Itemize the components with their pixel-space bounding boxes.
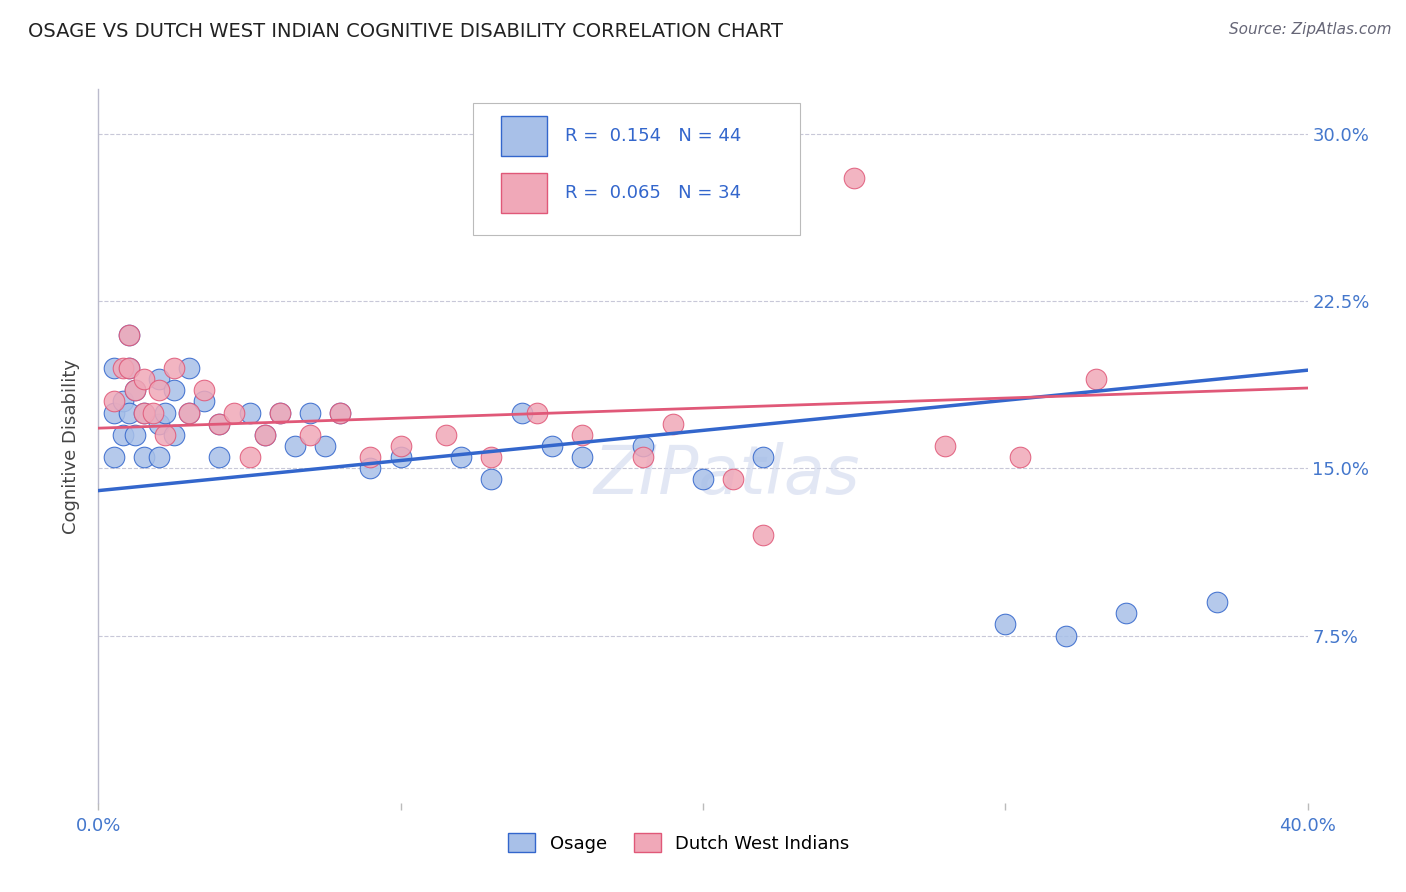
Point bbox=[163, 384, 186, 398]
Point bbox=[631, 450, 654, 464]
Point bbox=[103, 394, 125, 409]
Point bbox=[434, 427, 457, 442]
Point bbox=[153, 405, 176, 419]
Point bbox=[571, 450, 593, 464]
Point bbox=[389, 450, 412, 464]
Point bbox=[389, 439, 412, 453]
FancyBboxPatch shape bbox=[474, 103, 800, 235]
Point bbox=[111, 394, 134, 409]
Point bbox=[934, 439, 956, 453]
Point bbox=[1206, 595, 1229, 609]
Point bbox=[103, 405, 125, 419]
Point bbox=[481, 473, 503, 487]
Point bbox=[118, 327, 141, 342]
Point bbox=[193, 384, 215, 398]
Point bbox=[103, 360, 125, 375]
Point bbox=[124, 384, 146, 398]
Point bbox=[450, 450, 472, 464]
Point bbox=[142, 405, 165, 419]
Point bbox=[360, 450, 382, 464]
Point bbox=[723, 473, 745, 487]
Point bbox=[526, 405, 548, 419]
Point bbox=[253, 427, 276, 442]
Point bbox=[132, 450, 155, 464]
Point bbox=[299, 405, 322, 419]
Point bbox=[1115, 607, 1137, 621]
Point bbox=[179, 405, 201, 419]
Text: R =  0.065   N = 34: R = 0.065 N = 34 bbox=[565, 184, 741, 202]
Point bbox=[163, 427, 186, 442]
Point bbox=[360, 461, 382, 475]
Text: Source: ZipAtlas.com: Source: ZipAtlas.com bbox=[1229, 22, 1392, 37]
Point bbox=[118, 360, 141, 375]
Y-axis label: Cognitive Disability: Cognitive Disability bbox=[62, 359, 80, 533]
Point bbox=[111, 360, 134, 375]
FancyBboxPatch shape bbox=[501, 116, 547, 155]
Point bbox=[124, 427, 146, 442]
Point bbox=[269, 405, 291, 419]
Point bbox=[752, 450, 775, 464]
Point bbox=[111, 427, 134, 442]
Point bbox=[118, 327, 141, 342]
Point bbox=[1054, 628, 1077, 642]
Point bbox=[239, 450, 262, 464]
Point bbox=[299, 427, 322, 442]
Point bbox=[329, 405, 352, 419]
Point bbox=[132, 372, 155, 386]
Point bbox=[118, 360, 141, 375]
Point bbox=[148, 450, 170, 464]
Point bbox=[752, 528, 775, 542]
Point bbox=[631, 439, 654, 453]
Legend: Osage, Dutch West Indians: Osage, Dutch West Indians bbox=[499, 824, 859, 862]
Point bbox=[103, 450, 125, 464]
Text: OSAGE VS DUTCH WEST INDIAN COGNITIVE DISABILITY CORRELATION CHART: OSAGE VS DUTCH WEST INDIAN COGNITIVE DIS… bbox=[28, 22, 783, 41]
Point bbox=[179, 405, 201, 419]
Point bbox=[510, 405, 533, 419]
Point bbox=[193, 394, 215, 409]
Point bbox=[208, 417, 231, 431]
Point bbox=[994, 617, 1017, 632]
Point bbox=[239, 405, 262, 419]
Point bbox=[661, 417, 683, 431]
Point bbox=[148, 417, 170, 431]
Point bbox=[253, 427, 276, 442]
Point bbox=[208, 450, 231, 464]
Point bbox=[224, 405, 246, 419]
Point bbox=[284, 439, 307, 453]
Point bbox=[1085, 372, 1108, 386]
Point bbox=[208, 417, 231, 431]
Point bbox=[540, 439, 562, 453]
Point bbox=[132, 405, 155, 419]
FancyBboxPatch shape bbox=[501, 173, 547, 212]
Point bbox=[692, 473, 714, 487]
Point bbox=[118, 405, 141, 419]
Point bbox=[844, 171, 866, 186]
Point bbox=[163, 360, 186, 375]
Point bbox=[148, 384, 170, 398]
Point bbox=[148, 372, 170, 386]
Text: R =  0.154   N = 44: R = 0.154 N = 44 bbox=[565, 127, 741, 145]
Point bbox=[1010, 450, 1032, 464]
Point bbox=[132, 405, 155, 419]
Point bbox=[179, 360, 201, 375]
Point bbox=[314, 439, 336, 453]
Point bbox=[329, 405, 352, 419]
Text: ZIPatlas: ZIPatlas bbox=[593, 442, 860, 508]
Point bbox=[153, 427, 176, 442]
Point bbox=[571, 427, 593, 442]
Point bbox=[481, 450, 503, 464]
Point bbox=[269, 405, 291, 419]
Point bbox=[124, 384, 146, 398]
